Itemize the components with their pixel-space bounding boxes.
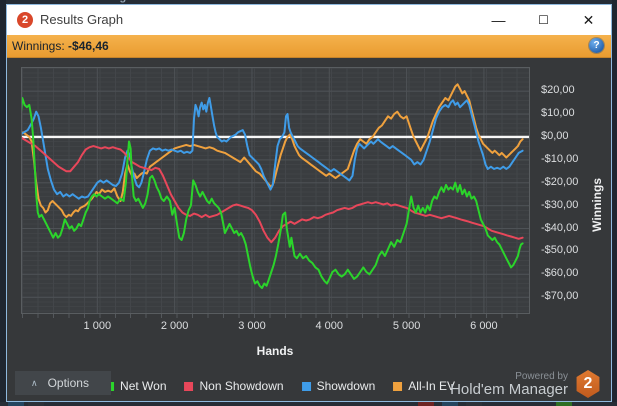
options-button[interactable]: ∧ Options (15, 371, 111, 395)
legend-label: Showdown (316, 379, 376, 393)
background-cell (442, 402, 458, 406)
x-tick-label: 6 000 (470, 320, 498, 332)
app-icon: 2 (17, 12, 33, 28)
background-bottom-edge (0, 402, 617, 406)
y-tick-label: $10,00 (541, 107, 575, 120)
y-tick-label: -$10,00 (541, 152, 579, 165)
background-cell (466, 402, 482, 406)
x-tick-label: 4 000 (315, 320, 344, 332)
results-plot (21, 67, 530, 314)
background-cell (418, 402, 434, 406)
y-tick-label: -$70,00 (541, 290, 579, 303)
background-right-edge (612, 0, 617, 406)
results-graph-svg (22, 68, 529, 313)
y-tick-label: -$40,00 (541, 221, 579, 234)
background-table-header: Start Time Length Game Won bb/100 (0, 0, 617, 4)
help-icon[interactable]: ? (589, 38, 604, 53)
background-column-header: Won (410, 0, 434, 3)
background-column-header: bb/100 (506, 0, 541, 3)
background-cell (8, 402, 24, 406)
legend-swatch-icon (184, 381, 194, 391)
x-tick-label: 1 000 (83, 320, 112, 332)
options-label: Options (47, 376, 89, 390)
background-column-header: Length (100, 0, 137, 3)
x-tick-label: 3 000 (238, 320, 266, 332)
chart-area: $20,00 $10,00 $0,00 -$10,00 -$20,00 -$30,00 -$… (7, 58, 611, 401)
y-tick-label: -$20,00 (541, 175, 579, 188)
legend-swatch-icon (393, 381, 403, 391)
x-axis-ticks (22, 314, 529, 318)
close-button[interactable]: ✕ (582, 11, 595, 28)
y-tick-label: $0,00 (541, 129, 569, 142)
results-graph-window: 2 Results Graph — ☐ ✕ Winnings: -$46,46 … (6, 4, 612, 402)
winnings-bar: Winnings: -$46,46 ? (7, 35, 611, 58)
holdem-manager-logo: 2 (576, 370, 600, 398)
x-axis-title: Hands (256, 344, 294, 358)
legend-label: All-In EV (408, 379, 455, 393)
y-tick-label: -$50,00 (541, 244, 579, 257)
legend-item-showdown[interactable]: Showdown (301, 379, 376, 393)
series-all-in-ev (22, 83, 524, 219)
legend-swatch-icon (301, 381, 311, 391)
powered-by-label: Powered by (515, 370, 568, 382)
y-tick-label: $20,00 (541, 84, 575, 97)
background-left-edge (0, 0, 6, 406)
y-tick-label: -$30,00 (541, 198, 579, 211)
x-tick-label: 5 000 (392, 320, 421, 332)
minimize-button[interactable]: — (491, 12, 506, 28)
chevron-up-icon: ∧ (31, 377, 38, 388)
series-showdown (22, 97, 524, 200)
winnings-value: -$46,46 (68, 39, 109, 53)
background-cell (28, 402, 44, 406)
maximize-button[interactable]: ☐ (538, 13, 549, 27)
legend-label: Net Won (120, 379, 167, 393)
y-axis-title: Winnings (590, 178, 604, 232)
x-tick-label: 2 000 (160, 320, 189, 332)
legend-label: Non Showdown (199, 379, 284, 393)
y-tick-label: -$60,00 (541, 267, 579, 280)
powered-by-brand: Powered by Hold'em Manager 2 (450, 370, 601, 398)
legend-item-all-in-ev[interactable]: All-In EV (393, 379, 455, 393)
winnings-label: Winnings: (12, 39, 65, 53)
background-column-header: Game (178, 0, 209, 3)
background-cell (556, 402, 572, 406)
series-net-won (22, 97, 524, 289)
brand-name: Hold'em Manager (450, 380, 568, 398)
legend-item-non-showdown[interactable]: Non Showdown (184, 379, 284, 393)
background-column-header: Start Time (4, 0, 58, 3)
legend-item-net-won[interactable]: Net Won (105, 379, 167, 393)
chart-legend: Net Won Non Showdown Showdown All-In EV (96, 379, 464, 393)
window-title: Results Graph (40, 12, 124, 27)
title-bar[interactable]: 2 Results Graph — ☐ ✕ (7, 5, 611, 35)
